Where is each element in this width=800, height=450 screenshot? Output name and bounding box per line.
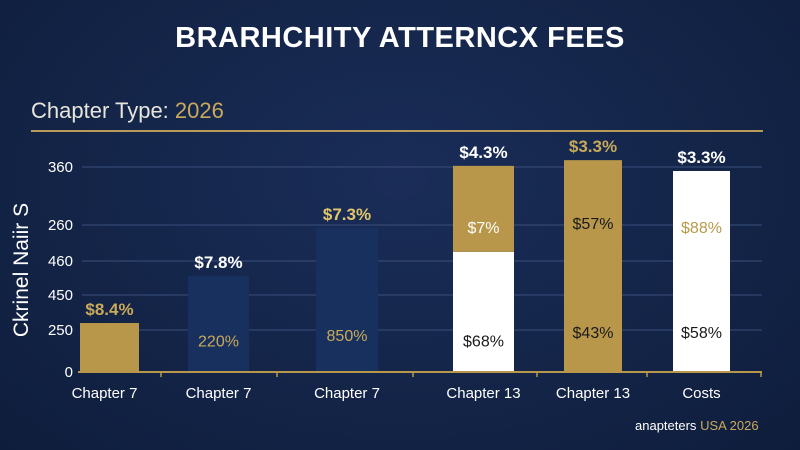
- bar-value-label: $3.3%: [677, 148, 725, 167]
- bar-segment: [564, 160, 622, 372]
- bar-inner-label: $58%: [681, 325, 722, 342]
- chart-title: BRARHCHITY ATTERNCX FEES: [175, 22, 625, 54]
- bar-inner-label: $57%: [573, 216, 614, 233]
- x-tick-label: Chapter 7: [186, 385, 252, 402]
- bar-inner-label: $43%: [573, 325, 614, 342]
- bar-inner-label: $68%: [463, 334, 504, 351]
- bar-value-label: $7.3%: [323, 205, 371, 224]
- bar-value-label: $7.8%: [194, 253, 242, 272]
- x-tick-label: Chapter 7: [314, 385, 380, 402]
- x-tick-label: Costs: [682, 385, 720, 402]
- x-tick-label: Chapter 7: [72, 385, 138, 402]
- subtitle-prefix: Chapter Type:: [31, 98, 169, 123]
- bar-value-label: $8.4%: [85, 300, 133, 319]
- subtitle-year: 2026: [174, 98, 224, 123]
- bar-inner-label: $7%: [467, 220, 499, 237]
- y-tick-label: 260: [48, 217, 73, 234]
- bar-segment: [453, 165, 514, 252]
- title-divider: [31, 130, 763, 132]
- footer-source: anapteters USA 2026: [635, 418, 759, 433]
- bar-segment: [316, 227, 378, 372]
- y-tick-label: 0: [65, 364, 73, 381]
- y-tick-label: 460: [48, 253, 73, 270]
- footer-source-name: anapteters: [635, 418, 697, 433]
- footer-year: USA 2026: [700, 418, 759, 433]
- bar-segment: [80, 323, 139, 372]
- y-tick-label: 360: [48, 159, 73, 176]
- bar-segment: [673, 170, 730, 372]
- bar-inner-label: 220%: [198, 334, 239, 351]
- x-tick-label: Chapter 13: [556, 385, 630, 402]
- bar-value-label: $4.3%: [459, 143, 507, 162]
- chart-subtitle: Chapter Type: 2026: [31, 98, 224, 124]
- bar-inner-label: $88%: [681, 220, 722, 237]
- bar-segment: [188, 275, 249, 372]
- x-tick-label: Chapter 13: [446, 385, 520, 402]
- y-tick-label: 250: [48, 322, 73, 339]
- y-tick-label: 450: [48, 287, 73, 304]
- bar-value-label: $3.3%: [569, 137, 617, 156]
- bar-inner-label: 850%: [327, 328, 368, 345]
- bar-segment: [453, 251, 514, 372]
